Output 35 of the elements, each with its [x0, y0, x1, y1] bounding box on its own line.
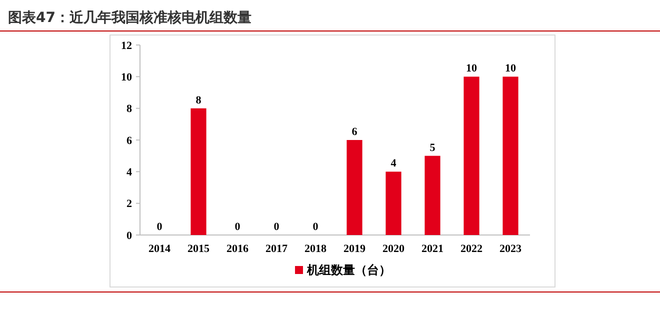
chart-title: 图表47：近几年我国核准核电机组数量 — [8, 9, 252, 26]
bar — [464, 76, 480, 235]
data-label: 0 — [234, 221, 241, 233]
bar — [190, 108, 206, 235]
y-tick-label: 2 — [126, 198, 132, 210]
bar — [502, 76, 518, 235]
x-tick-label: 2014 — [148, 243, 171, 255]
x-tick-label: 2021 — [422, 243, 444, 255]
data-label: 10 — [505, 62, 516, 75]
x-tick-label: 2017 — [266, 243, 288, 255]
y-tick-label: 8 — [126, 103, 132, 116]
y-tick-label: 6 — [126, 134, 132, 147]
x-tick-label: 2018 — [304, 243, 327, 255]
legend-label: 机组数量（台） — [306, 263, 391, 278]
y-tick-label: 12 — [121, 40, 132, 52]
x-tick-label: 2016 — [226, 243, 249, 255]
data-label: 5 — [430, 142, 436, 154]
bar — [424, 156, 440, 235]
y-tick-label: 10 — [121, 72, 132, 84]
y-tick-label: 0 — [126, 230, 132, 242]
x-tick-label: 2023 — [500, 243, 522, 255]
data-label: 0 — [156, 221, 163, 233]
data-label: 6 — [352, 126, 358, 138]
data-label: 0 — [312, 221, 319, 233]
x-tick-label: 2020 — [382, 243, 405, 255]
x-tick-label: 2015 — [188, 243, 210, 255]
y-tick-label: 4 — [126, 166, 132, 179]
data-label: 0 — [274, 221, 280, 233]
bar — [386, 172, 402, 235]
data-label: 8 — [196, 94, 202, 106]
data-label: 4 — [390, 158, 397, 170]
bar — [346, 140, 362, 235]
x-tick-label: 2022 — [460, 243, 483, 255]
x-tick-label: 2019 — [344, 243, 366, 255]
data-label: 10 — [466, 62, 478, 75]
